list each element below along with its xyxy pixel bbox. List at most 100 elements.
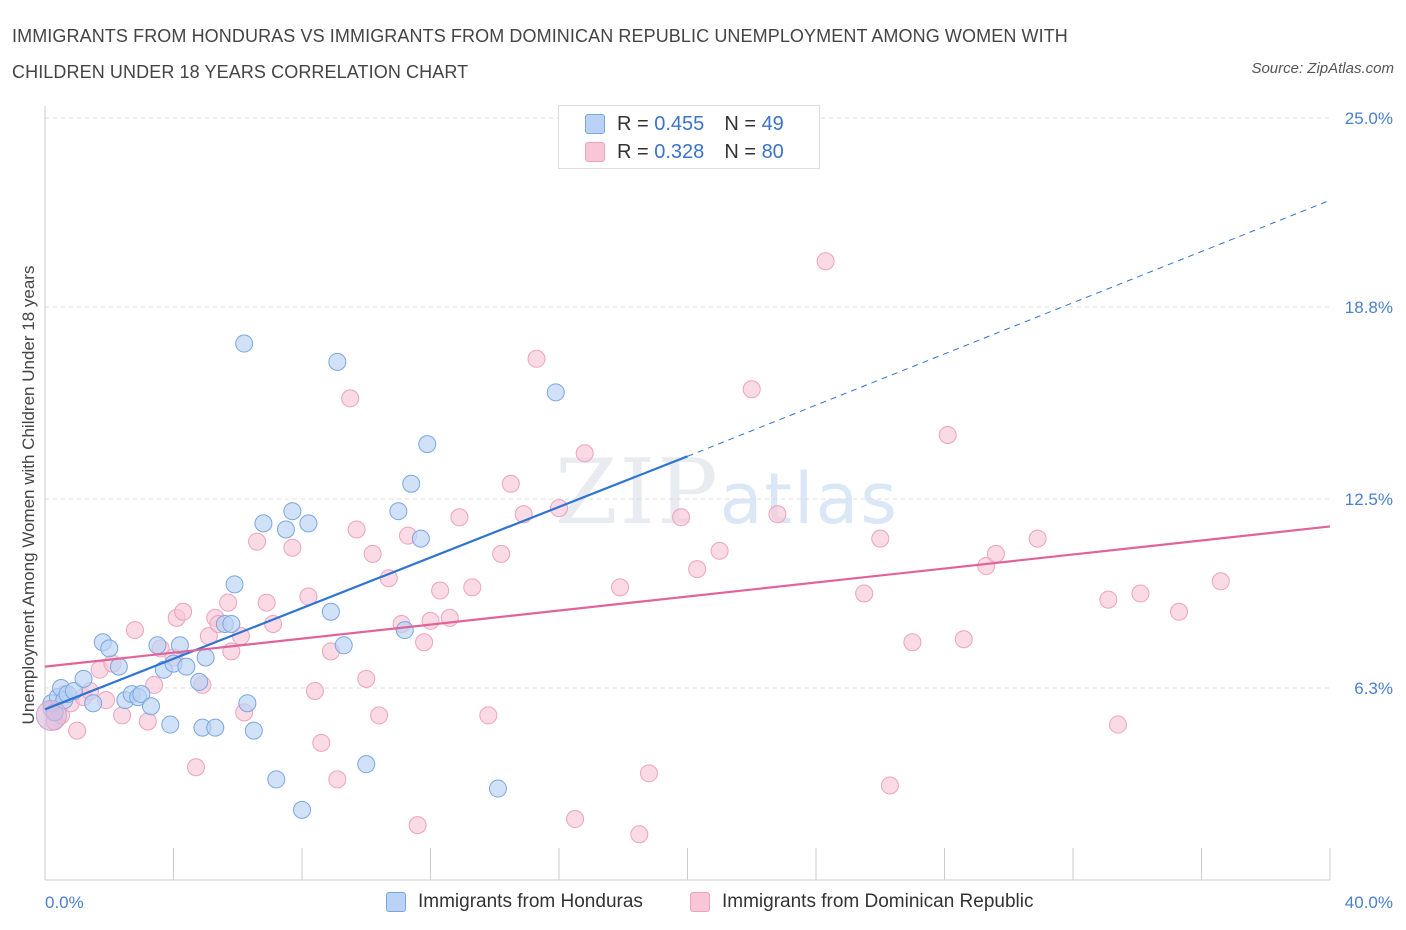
honduras-legend-swatch	[386, 892, 406, 912]
dominican-point	[977, 557, 996, 576]
honduras-legend-label: Immigrants from Honduras	[418, 891, 643, 912]
dominican-trend-line	[44, 525, 1331, 668]
honduras-point	[293, 800, 311, 819]
dominican-point	[871, 529, 890, 548]
honduras-point	[299, 514, 318, 533]
x-tick-label: 40.0%	[1345, 893, 1393, 912]
dominican-point	[816, 252, 835, 271]
dominican-point	[1108, 715, 1127, 734]
honduras-point	[357, 755, 376, 774]
honduras-n-value: 49	[761, 112, 784, 135]
legend-row-honduras: R = 0.455 N = 49	[585, 111, 784, 137]
dominican-n-value: 80	[761, 140, 784, 163]
honduras-point	[235, 334, 254, 353]
dominican-point	[421, 611, 440, 630]
dominican-point	[1170, 602, 1189, 621]
bottom-legend-honduras: Immigrants from Honduras	[386, 888, 643, 916]
dominican-point	[575, 444, 594, 463]
honduras-point	[206, 718, 225, 737]
honduras-point	[238, 694, 257, 713]
dominican-point	[305, 682, 324, 701]
dominican-point	[370, 706, 389, 725]
dominican-legend-swatch	[690, 892, 710, 912]
grid-lines	[45, 117, 1330, 689]
honduras-point	[411, 529, 430, 548]
dominican-point	[145, 675, 164, 694]
dominican-point	[986, 544, 1005, 563]
dominican-point	[341, 389, 360, 408]
dominican-point	[463, 578, 482, 597]
dominican-point	[113, 706, 132, 725]
y-axis-label: Unemployment Among Women with Children U…	[19, 266, 38, 725]
dominican-points	[42, 252, 1230, 844]
honduras-points	[35, 334, 565, 819]
honduras-point	[84, 694, 103, 713]
dominican-point	[283, 538, 302, 557]
dominican-point	[125, 621, 144, 640]
honduras-point	[488, 779, 507, 798]
honduras-point	[418, 435, 437, 454]
dominican-point	[68, 721, 87, 740]
honduras-point	[546, 383, 565, 402]
dominican-point	[710, 541, 729, 560]
legend-row-dominican: R = 0.328 N = 80	[585, 139, 784, 165]
honduras-point	[74, 669, 93, 688]
dominican-point	[1211, 572, 1230, 591]
honduras-point	[225, 575, 244, 594]
y-tick-label: 18.8%	[1345, 298, 1393, 317]
dominican-point	[1099, 590, 1118, 609]
dominican-r-value: 0.328	[654, 140, 705, 163]
dominican-point	[1131, 584, 1150, 603]
x-tick-label: 0.0%	[45, 893, 84, 912]
dominican-point	[248, 532, 267, 551]
dominican-point	[328, 770, 347, 789]
chart-title: IMMIGRANTS FROM HONDURAS VS IMMIGRANTS F…	[12, 26, 1068, 82]
dominican-point	[527, 349, 546, 368]
trend-lines	[44, 199, 1331, 711]
honduras-r-label: R =	[617, 112, 649, 135]
honduras-point	[109, 657, 128, 676]
honduras-point	[389, 502, 408, 521]
dominican-point	[630, 825, 649, 844]
honduras-point	[254, 514, 273, 533]
cluster-point	[35, 699, 67, 731]
dominican-point	[855, 584, 874, 603]
dominican-point	[938, 425, 957, 444]
dominican-point	[639, 764, 658, 783]
honduras-point	[334, 636, 353, 655]
honduras-trend-line	[44, 455, 688, 711]
dominican-point	[357, 669, 376, 688]
dominican-point	[408, 816, 427, 835]
honduras-point	[395, 621, 414, 640]
dominican-point	[742, 380, 761, 399]
dominican-point	[138, 712, 157, 731]
dominican-swatch	[585, 142, 605, 162]
dominican-point	[186, 758, 205, 777]
dominican-point	[566, 810, 585, 829]
dominican-n-label: N =	[724, 140, 756, 163]
honduras-point	[402, 474, 421, 493]
dominican-point	[363, 544, 382, 563]
dominican-point	[479, 706, 498, 725]
honduras-point	[321, 602, 340, 621]
honduras-point	[132, 685, 151, 704]
tick-labels: 6.3% 12.5% 18.8% 25.0% 0.0% 40.0% Unemployment…	[19, 109, 1393, 912]
dominican-point	[174, 602, 193, 621]
honduras-point	[100, 639, 119, 658]
dominican-r-label: R =	[617, 140, 649, 163]
bottom-legend-dominican: Immigrants from Dominican Republic	[690, 888, 1034, 916]
honduras-point	[222, 614, 241, 633]
honduras-point	[328, 352, 347, 371]
dominican-point	[492, 544, 511, 563]
honduras-r-value: 0.455	[654, 112, 705, 135]
honduras-swatch	[585, 114, 605, 134]
honduras-point	[177, 657, 196, 676]
y-tick-label: 12.5%	[1345, 490, 1393, 509]
honduras-point	[148, 636, 167, 655]
dominican-point	[903, 633, 922, 652]
dominican-point	[688, 560, 707, 579]
dominican-point	[1028, 529, 1047, 548]
honduras-point	[276, 520, 295, 539]
source-label: Source: ZipAtlas.com	[1251, 60, 1394, 77]
